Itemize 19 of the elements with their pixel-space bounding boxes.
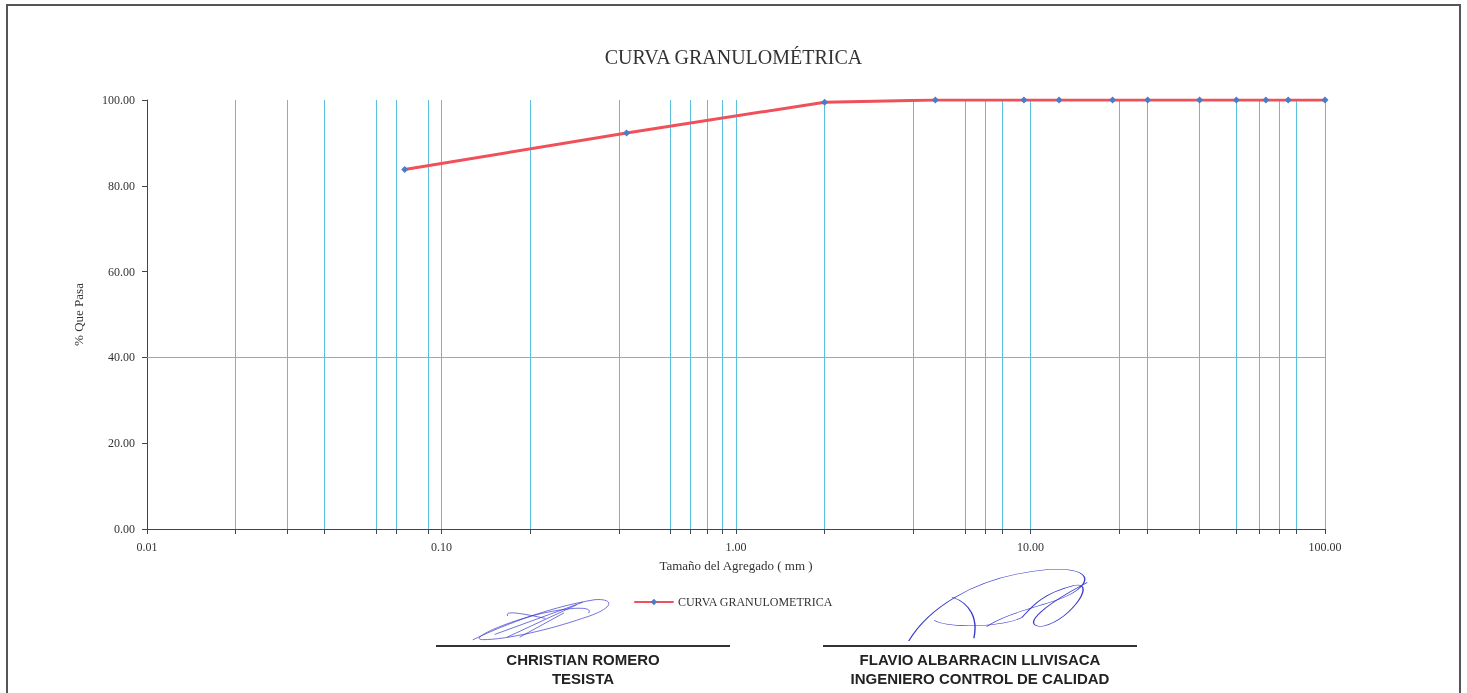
x-tick-label: 10.00: [1017, 540, 1044, 554]
text: TESISTA: [550, 670, 616, 687]
y-tick-label: 0.00: [114, 522, 135, 536]
x-tick-label: 100.00: [1308, 540, 1342, 554]
x-tick-label: 1.00: [725, 540, 747, 554]
text: FLAVIO ALBARRACIN LLIVISACA: [858, 651, 1102, 668]
y-tick-label: 80.00: [108, 178, 135, 193]
chart-title: CURVA GRANULOMÉTRICA: [604, 46, 863, 68]
y-axis-title: % Que Pasa: [71, 282, 86, 346]
text: CHRISTIAN ROMERO: [505, 651, 661, 668]
y-tick-label: 40.00: [108, 350, 135, 365]
y-tick-label: 100.00: [102, 93, 135, 107]
y-tick-label: 60.00: [108, 264, 135, 279]
x-tick-label: 0.01: [136, 540, 158, 554]
x-tick-label: 0.10: [431, 540, 452, 554]
legend-label: CURVA GRANULOMETRICA: [677, 595, 833, 609]
y-tick-label: 20.00: [108, 436, 135, 451]
text: INGENIERO CONTROL DE CALIDAD: [849, 670, 1111, 687]
x-axis-title: Tamaño del Agregado ( mm ): [659, 558, 813, 573]
